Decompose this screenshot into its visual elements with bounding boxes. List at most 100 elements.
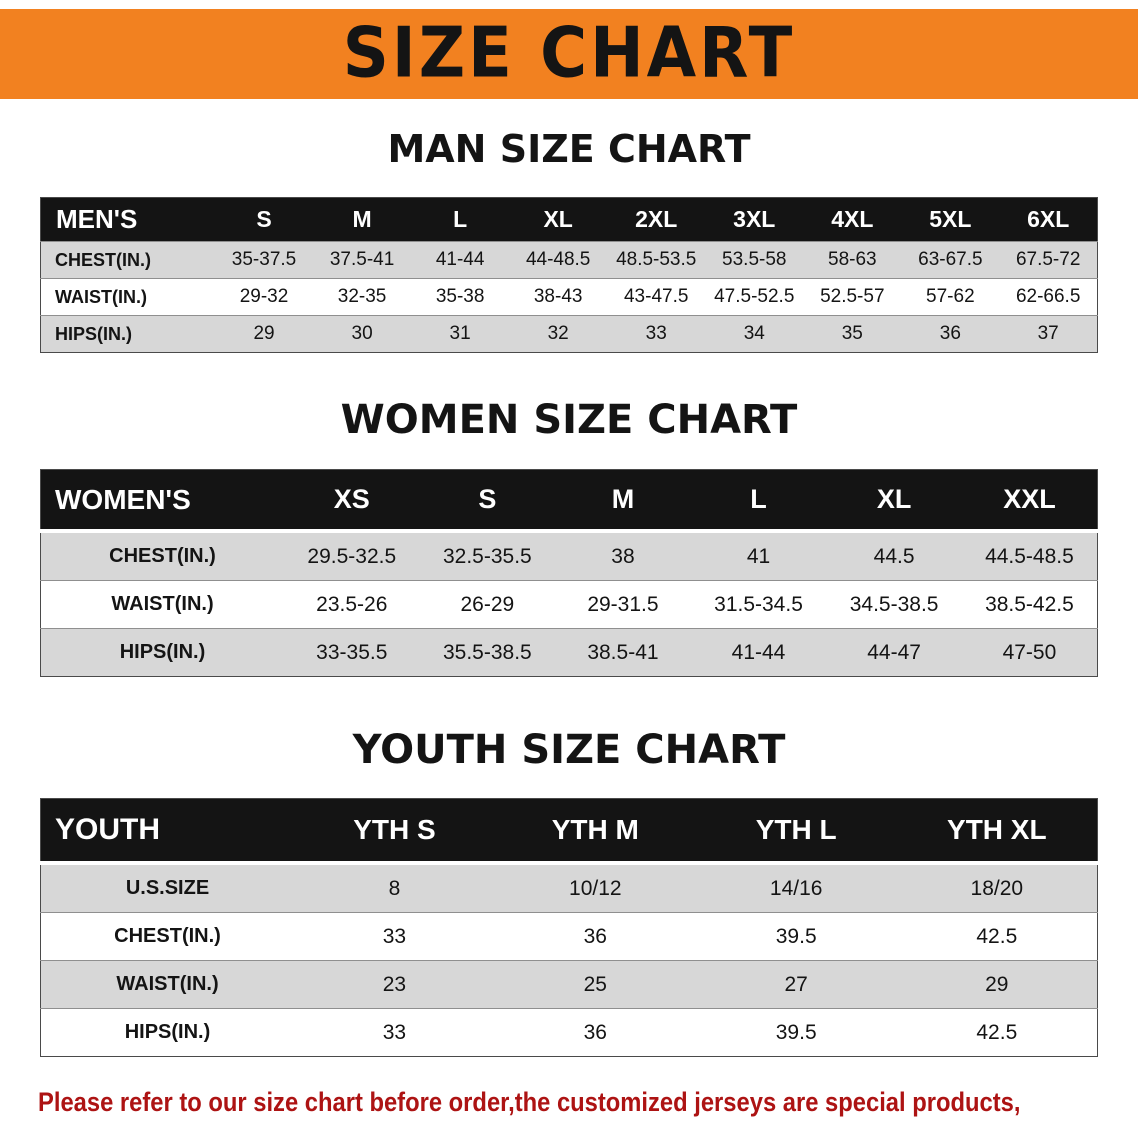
value-cell: 57-62 [926,286,975,307]
value-cell: 34 [743,323,765,344]
value-cell: 35.5-38.5 [442,640,532,664]
size-header-cell: XL [509,197,608,242]
measurement-row: HIPS(IN.) 29 30 31 32 33 34 35 36 37 [40,315,1098,353]
row-label-cell: HIPS(IN.) [124,1021,211,1043]
value-cell: 44-47 [867,640,921,664]
value-cell: 14/16 [769,876,823,900]
section-women: WOMEN SIZE CHART WOMEN'S XS S M L XL XXL CHEST(… [0,397,1138,677]
value-cell: 30 [351,323,373,344]
row-label-cell: U.S.SIZE [125,877,210,899]
footer-note-line: Please refer to our size chart before or… [38,1087,1021,1117]
womens-size-table: WOMEN'S XS S M L XL XXL CHEST(IN.) 29.5-32.5 32.5… [40,469,1098,677]
value-cell: 43-47.5 [623,286,689,307]
value-cell: 38-43 [533,286,583,307]
header-row: MEN'S S M L XL 2XL 3XL 4XL 5XL 6XL [40,197,1098,242]
section-men: MAN SIZE CHART MEN'S S M L XL 2XL 3XL 4XL 5XL 6XL… [0,127,1138,353]
value-cell: 38 [611,544,635,568]
value-cell: 29 [985,972,1009,996]
row-label-cell: WAIST(IN.) [116,973,219,995]
value-cell: 8 [388,876,401,900]
value-cell: 33 [382,924,407,948]
header-row: WOMEN'S XS S M L XL XXL [40,469,1098,533]
value-cell: 27 [784,972,808,996]
value-cell: 36 [939,323,961,344]
value-cell: 25 [583,972,607,996]
size-header-cell: XS [284,469,420,533]
value-cell: 48.5-53.5 [616,249,697,270]
value-cell: 37.5-41 [329,249,395,270]
measurement-row: WAIST(IN.) 23 25 27 29 [40,960,1098,1009]
value-cell: 41-44 [435,249,485,270]
value-cell: 37 [1037,323,1059,344]
value-cell: 33-35.5 [316,640,388,664]
value-cell: 35-37.5 [231,249,297,270]
measurement-row: WAIST(IN.) 29-32 32-35 35-38 38-43 43-47.5 47.… [40,278,1098,316]
value-cell: 29-31.5 [587,592,659,616]
size-header-cell: YTH XL [896,798,1098,865]
size-header-cell: 6XL [999,197,1098,242]
youth-section-heading: YOUTH SIZE CHART [352,727,786,773]
page-title: SIZE CHART [342,14,796,94]
value-cell: 52.5-57 [820,286,885,307]
value-cell: 62-66.5 [1015,286,1081,307]
size-header-cell: 5XL [901,197,1000,242]
table-title-cell: YOUTH [40,798,294,865]
row-label-cell: HIPS(IN.) [119,641,206,663]
value-cell: 10/12 [569,876,622,900]
value-cell: 39.5 [775,924,817,948]
footer-note: Please refer to our size chart before or… [38,1081,1100,1132]
value-cell: 44-48.5 [525,249,591,270]
value-cell: 38.5-41 [587,640,659,664]
value-cell: 35 [841,323,863,344]
value-cell: 31 [449,323,471,344]
row-label-cell: HIPS(IN.) [55,323,133,344]
value-cell: 32.5-35.5 [442,544,532,568]
value-cell: 34.5-38.5 [849,592,939,616]
size-header-cell: M [555,469,691,533]
value-cell: 58-63 [828,249,877,270]
value-cell: 38.5-42.5 [985,592,1074,616]
row-label-cell: WAIST(IN.) [55,286,147,307]
value-cell: 36 [583,924,607,948]
value-cell: 29.5-32.5 [307,544,397,568]
value-cell: 35-38 [435,286,485,307]
men-section-heading: MAN SIZE CHART [387,127,751,171]
value-cell: 33 [645,323,667,344]
measurement-row: U.S.SIZE 8 10/12 14/16 18/20 [40,863,1098,913]
measurement-row: HIPS(IN.) 33 36 39.5 42.5 [40,1008,1098,1057]
value-cell: 67.5-72 [1015,249,1081,270]
section-youth: YOUTH SIZE CHART YOUTH YTH S YTH M YTH L YTH… [0,727,1138,1057]
table-title-cell: MEN'S [40,197,215,242]
value-cell: 29-32 [239,286,289,307]
youth-size-table: YOUTH YTH S YTH M YTH L YTH XL U.S.SIZE 8 10/12… [40,798,1098,1057]
value-cell: 23.5-26 [316,592,388,616]
value-cell: 32-35 [337,286,387,307]
size-header-cell: 4XL [803,197,902,242]
value-cell: 39.5 [775,1020,817,1044]
value-cell: 41 [746,544,771,568]
size-header-cell: YTH M [494,798,696,865]
value-cell: 47.5-52.5 [714,286,795,307]
value-cell: 47-50 [1002,640,1057,664]
value-cell: 23 [382,972,407,996]
value-cell: 41-44 [731,640,786,664]
size-header-cell: 2XL [607,197,706,242]
value-cell: 33 [382,1020,407,1044]
size-header-cell: 3XL [705,197,804,242]
footer-note-line: we don't accept cancel, change, teturn o… [38,1124,973,1132]
value-cell: 26-29 [460,592,515,616]
row-label-cell: CHEST(IN.) [114,925,221,947]
measurement-row: CHEST(IN.) 29.5-32.5 32.5-35.5 38 41 44.5 44.5… [40,531,1098,581]
measurement-row: CHEST(IN.) 35-37.5 37.5-41 41-44 44-48.5 48.5… [40,241,1098,279]
value-cell: 53.5-58 [722,249,787,270]
size-header-cell: L [411,197,510,242]
value-cell: 42.5 [976,1020,1018,1044]
row-label-cell: CHEST(IN.) [55,249,151,270]
size-header-cell: L [690,469,827,533]
value-cell: 44.5 [873,544,915,568]
value-cell: 32 [547,323,569,344]
size-header-cell: M [313,197,412,242]
size-header-cell: XXL [961,469,1098,533]
value-cell: 29 [253,323,275,344]
